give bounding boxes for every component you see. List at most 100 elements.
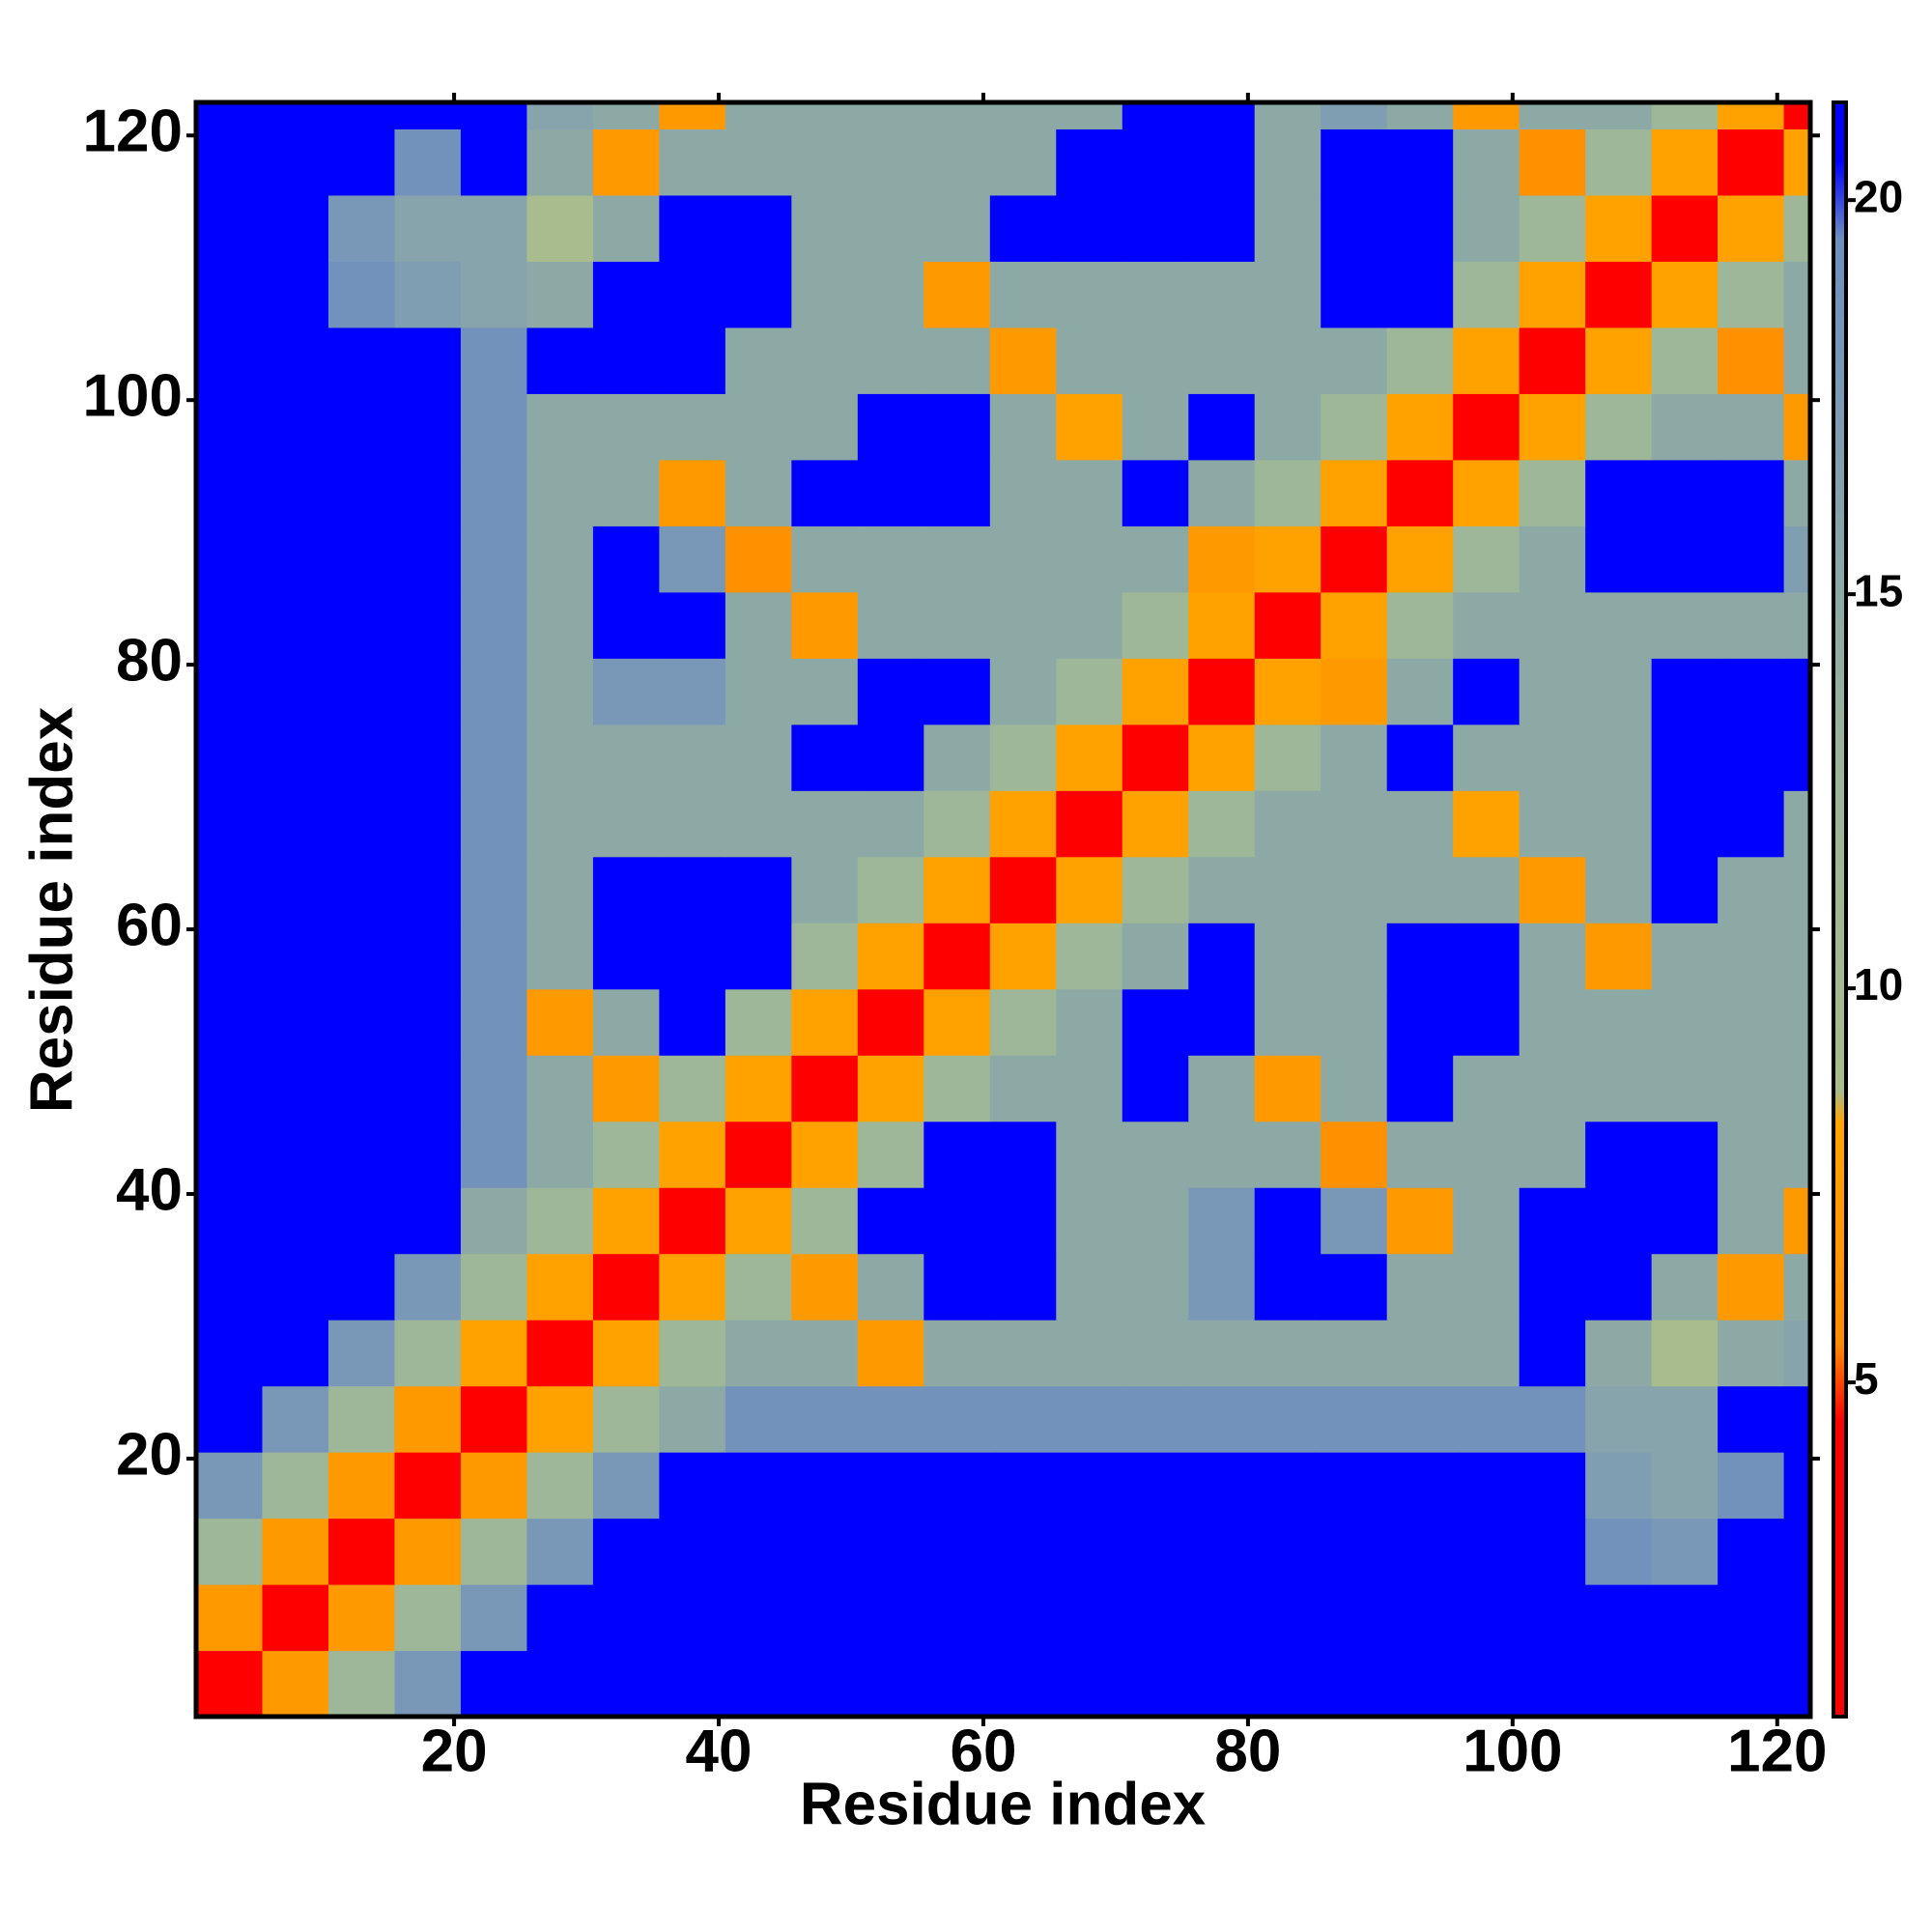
heatmap-cell: [989, 459, 1057, 526]
heatmap-cell: [659, 1121, 726, 1188]
heatmap-cell: [1718, 1518, 1785, 1585]
y-axis-title: Residue index: [18, 706, 85, 1113]
heatmap-cell: [1188, 1650, 1256, 1718]
heatmap-cell: [394, 526, 462, 593]
heatmap-cell: [1321, 327, 1388, 394]
heatmap-cell: [394, 1584, 462, 1652]
heatmap-cell: [989, 128, 1057, 196]
y-tick-label: 40: [116, 1156, 183, 1223]
heatmap-cell: [394, 790, 462, 858]
heatmap-cell: [327, 526, 396, 593]
heatmap-cell: [460, 1320, 528, 1387]
heatmap-cell: [989, 591, 1057, 659]
heatmap-cell: [1453, 194, 1520, 262]
heatmap-cell: [592, 1650, 660, 1718]
heatmap-cell: [1321, 1121, 1388, 1188]
colorbar-tick-label: 15: [1854, 565, 1903, 615]
heatmap-cell: [659, 102, 726, 129]
heatmap-cell: [327, 128, 396, 196]
y-tick-label: 80: [116, 627, 183, 694]
heatmap-cell: [327, 1650, 396, 1718]
heatmap-cell: [327, 393, 396, 461]
heatmap-cell: [1254, 1385, 1321, 1453]
heatmap-cell: [262, 1385, 329, 1453]
heatmap-cell: [1519, 128, 1586, 196]
heatmap-cell: [1519, 658, 1586, 725]
heatmap-cell: [262, 591, 329, 659]
heatmap-cell: [1386, 128, 1454, 196]
heatmap-cell: [1254, 658, 1321, 725]
heatmap-cell: [1453, 658, 1520, 725]
heatmap-cell: [394, 459, 462, 526]
heatmap-cell: [1122, 1253, 1189, 1321]
heatmap-cell: [1321, 128, 1388, 196]
heatmap-cell: [394, 128, 462, 196]
heatmap-cell: [526, 459, 594, 526]
heatmap-cell: [1321, 923, 1388, 990]
y-tick-label: 100: [83, 363, 183, 430]
heatmap-cell: [196, 1253, 264, 1321]
heatmap-cell: [1056, 724, 1123, 791]
heatmap-cell: [1718, 988, 1785, 1056]
heatmap-cell: [724, 1055, 792, 1122]
heatmap-cell: [1585, 128, 1653, 196]
heatmap-cell: [1453, 790, 1520, 858]
heatmap-cell: [526, 1452, 594, 1520]
heatmap-cell: [1783, 1584, 1811, 1652]
heatmap-cell: [724, 393, 792, 461]
heatmap-cell: [989, 261, 1057, 328]
colorbar: [1832, 100, 1848, 1719]
heatmap-cell: [1188, 194, 1256, 262]
heatmap-cell: [659, 526, 726, 593]
heatmap-cell: [1321, 1055, 1388, 1122]
heatmap-cell: [1453, 459, 1520, 526]
heatmap-cell: [724, 1452, 792, 1520]
heatmap-cell: [526, 1584, 594, 1652]
x-tick-label: 20: [421, 1718, 488, 1784]
heatmap-cell: [659, 1253, 726, 1321]
heatmap-cell: [1783, 724, 1811, 791]
heatmap-cell: [1783, 856, 1811, 923]
heatmap-cell: [1453, 1187, 1520, 1255]
heatmap-cell: [923, 1650, 991, 1718]
heatmap-cell: [1585, 1320, 1653, 1387]
heatmap-cell: [1386, 1187, 1454, 1255]
heatmap-cell: [857, 459, 924, 526]
heatmap-cell: [526, 327, 594, 394]
heatmap-cell: [1783, 327, 1811, 394]
heatmap-cell: [1321, 1253, 1388, 1321]
heatmap-cell: [196, 724, 264, 791]
heatmap-cell: [460, 591, 528, 659]
heatmap-cell: [1321, 658, 1388, 725]
heatmap-cell: [262, 194, 329, 262]
heatmap-cell: [196, 1121, 264, 1188]
heatmap-cell: [592, 724, 660, 791]
heatmap-cell: [923, 1055, 991, 1122]
heatmap-cell: [857, 658, 924, 725]
heatmap-cell: [724, 591, 792, 659]
heatmap-cell: [1718, 261, 1785, 328]
heatmap-cell: [327, 1385, 396, 1453]
heatmap-cell: [1585, 1055, 1653, 1122]
heatmap-cell: [857, 1584, 924, 1652]
heatmap-cell: [724, 1121, 792, 1188]
heatmap-cell: [1056, 1518, 1123, 1585]
heatmap-cell: [196, 1452, 264, 1520]
heatmap-cell: [592, 1253, 660, 1321]
heatmap-cell: [1651, 1320, 1719, 1387]
heatmap-cell: [857, 1187, 924, 1255]
heatmap-cell: [394, 1320, 462, 1387]
heatmap-cell: [1519, 526, 1586, 593]
heatmap-cell: [526, 1650, 594, 1718]
heatmap-cell: [196, 526, 264, 593]
heatmap-cell: [1321, 591, 1388, 659]
heatmap-cell: [1122, 261, 1189, 328]
heatmap-cell: [1321, 1518, 1388, 1585]
heatmap-cell: [1585, 1253, 1653, 1321]
heatmap-cell: [592, 128, 660, 196]
heatmap-cell: [1254, 1518, 1321, 1585]
heatmap-cell: [1321, 1187, 1388, 1255]
heatmap-cell: [327, 658, 396, 725]
heatmap-cell: [1321, 856, 1388, 923]
